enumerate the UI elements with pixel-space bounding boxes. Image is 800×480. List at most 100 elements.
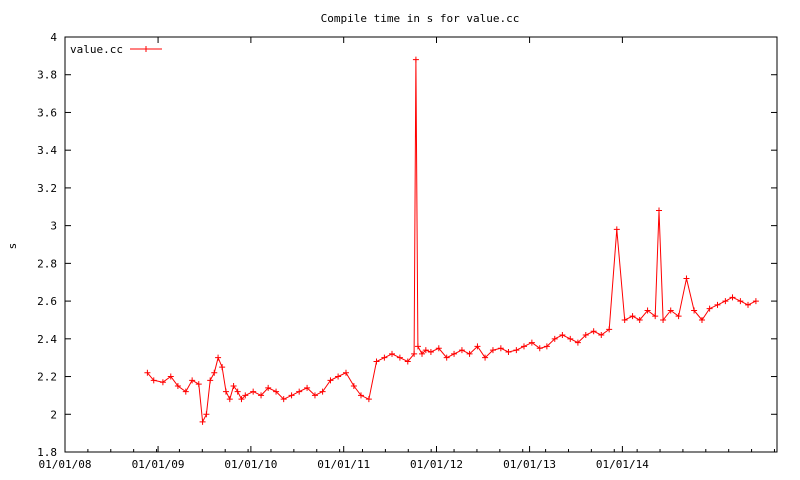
legend-label: value.cc	[70, 43, 123, 56]
y-tick-label: 3.4	[37, 144, 57, 157]
data-point	[458, 347, 465, 354]
data-point	[451, 350, 458, 357]
data-point	[182, 388, 189, 395]
data-point	[497, 345, 504, 352]
data-point	[435, 345, 442, 352]
data-point	[729, 294, 736, 301]
data-point	[698, 316, 705, 323]
y-axis: 1.8 2 2.2 2.4 2.6 2.8 3 3.2 3.4 3.6 3.8 4	[37, 31, 777, 459]
data-point	[613, 226, 620, 233]
data-point	[411, 350, 418, 357]
data-point	[207, 377, 214, 384]
data-point	[211, 369, 218, 376]
y-tick-label: 3	[50, 220, 57, 233]
y-tick-label: 1.8	[37, 446, 57, 459]
data-point	[288, 392, 295, 399]
data-point	[656, 207, 663, 214]
data-point	[419, 350, 426, 357]
data-point	[280, 396, 287, 403]
data-point	[636, 316, 643, 323]
data-point	[381, 354, 388, 361]
data-point	[250, 388, 257, 395]
y-tick-label: 4	[50, 31, 57, 44]
data-point	[427, 349, 434, 356]
data-point	[574, 339, 581, 346]
data-point	[505, 349, 512, 356]
data-point	[489, 347, 496, 354]
data-point	[667, 307, 674, 314]
chart-title: Compile time in s for value.cc	[321, 12, 520, 25]
data-point	[199, 418, 206, 425]
data-point	[174, 382, 181, 389]
y-axis-label: s	[6, 243, 19, 250]
x-tick-label: 01/01/09	[132, 458, 185, 471]
x-tick-label: 01/01/08	[39, 458, 92, 471]
series-line	[147, 59, 757, 424]
data-point	[752, 298, 759, 305]
y-tick-label: 3.8	[37, 69, 57, 82]
data-point	[365, 396, 372, 403]
data-point	[296, 388, 303, 395]
data-point	[304, 384, 311, 391]
data-point	[159, 379, 166, 386]
data-point	[520, 343, 527, 350]
data-point	[396, 354, 403, 361]
data-point	[167, 373, 174, 380]
legend-marker	[143, 46, 149, 52]
data-point	[350, 382, 357, 389]
data-point	[590, 328, 597, 335]
data-point	[144, 369, 151, 376]
data-point	[722, 298, 729, 305]
data-point	[203, 411, 210, 418]
data-point	[559, 332, 566, 339]
data-point	[230, 382, 237, 389]
data-point	[215, 354, 222, 361]
data-point	[528, 339, 535, 346]
data-point	[466, 350, 473, 357]
y-tick-label: 2.2	[37, 371, 57, 384]
legend-marker-plus	[143, 46, 149, 52]
data-point	[219, 364, 226, 371]
data-point	[482, 354, 489, 361]
data-point	[644, 307, 651, 314]
data-point	[422, 347, 429, 354]
data-point	[319, 388, 326, 395]
data-point	[242, 392, 249, 399]
data-point	[414, 343, 421, 350]
data-point	[606, 326, 613, 333]
data-point	[335, 373, 342, 380]
data-point	[258, 392, 265, 399]
data-point	[598, 332, 605, 339]
data-point	[474, 343, 481, 350]
data-point	[621, 316, 628, 323]
data-point	[675, 313, 682, 320]
x-tick-label: 01/01/11	[317, 458, 370, 471]
data-point	[342, 369, 349, 376]
data-point	[226, 396, 233, 403]
data-point	[551, 335, 558, 342]
data-point	[373, 358, 380, 365]
data-point	[706, 305, 713, 312]
data-point	[238, 396, 245, 403]
data-point	[443, 354, 450, 361]
y-tick-label: 2	[50, 408, 57, 421]
data-point	[222, 388, 229, 395]
data-point	[311, 392, 318, 399]
data-point	[567, 335, 574, 342]
plot-frame	[64, 36, 778, 453]
data-point	[150, 377, 157, 384]
data-point	[357, 392, 364, 399]
data-point	[273, 388, 280, 395]
y-tick-label: 3.2	[37, 182, 57, 195]
y-tick-label: 2.4	[37, 333, 57, 346]
x-tick-label: 01/01/13	[503, 458, 556, 471]
x-tick-label: 01/01/12	[410, 458, 463, 471]
legend: value.cc	[70, 43, 162, 56]
x-axis: 01/01/08 01/01/09 01/01/10 01/01/11 01/01/12…	[39, 37, 775, 471]
x-tick-label: 01/01/10	[224, 458, 277, 471]
data-point	[536, 345, 543, 352]
data-point	[404, 358, 411, 365]
data-point	[714, 301, 721, 308]
data-point	[389, 350, 396, 357]
data-point	[265, 384, 272, 391]
